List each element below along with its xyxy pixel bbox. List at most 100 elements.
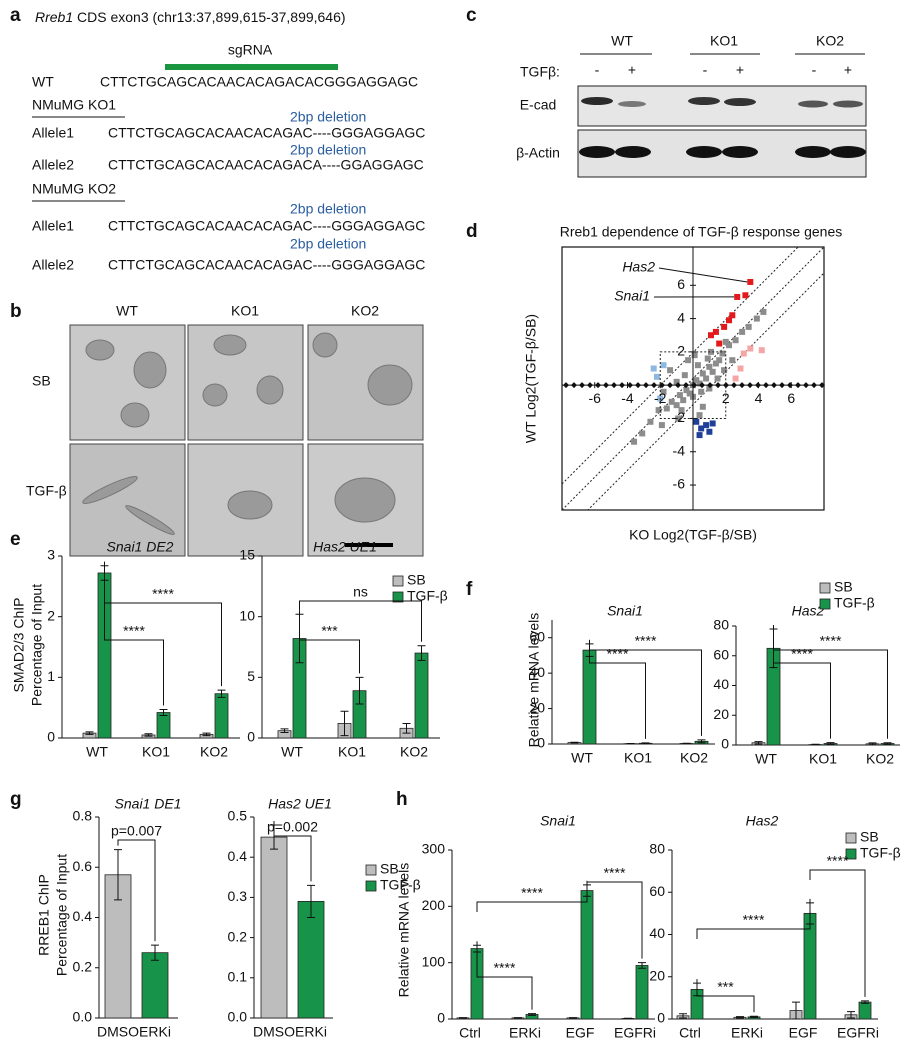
y-tick-label: 0 (537, 735, 545, 751)
treatment-state: + (736, 62, 744, 78)
sequence: CTTCTGCAGCACAACACAGACACGGGAGGAGC (100, 74, 418, 90)
data-point (699, 403, 706, 410)
row-label: SB (32, 373, 51, 389)
axis-diamond (787, 382, 793, 389)
row-label: TGF-β (26, 483, 67, 499)
axis-diamond (571, 382, 577, 389)
y-tick-label: 5 (247, 668, 255, 684)
treatment-state: + (628, 62, 636, 78)
axis-diamond (635, 382, 641, 389)
y-tick-label: 0.6 (73, 858, 93, 874)
x-tick-label: WT (86, 744, 108, 760)
column-label: KO1 (710, 33, 738, 49)
treatment-label: TGFβ: (520, 64, 560, 80)
data-point (703, 375, 710, 382)
error-bar (217, 689, 226, 698)
bar (141, 952, 169, 1019)
data-point (740, 350, 747, 357)
x-tick-label: KO2 (200, 744, 228, 760)
significance-bracket (299, 600, 422, 642)
sequence: CTTCTGCAGCACAACACAGAC----GGGAGGAGC (108, 125, 425, 141)
bar (635, 965, 649, 1020)
data-point (696, 412, 703, 419)
x-tick-label: WT (571, 750, 593, 766)
bar (414, 652, 429, 739)
y-tick-label: 4 (677, 309, 685, 325)
significance-bracket (476, 880, 588, 912)
data-point (732, 375, 739, 382)
data-point (683, 387, 690, 394)
axis-diamond (683, 382, 689, 389)
significance-label: **** (494, 960, 516, 976)
significance-bracket (476, 941, 533, 1010)
data-point (639, 430, 646, 437)
axis-diamond (619, 382, 625, 389)
data-point (686, 390, 693, 397)
x-tick-label: ERKi (509, 1025, 541, 1041)
x-tick-label: WT (281, 744, 303, 760)
data-point (693, 418, 700, 425)
chart-title: Has2 UE1 (313, 539, 377, 555)
axis-diamond (627, 382, 633, 389)
significance-bracket (299, 610, 360, 674)
error-bar (570, 741, 579, 744)
bar (260, 836, 288, 1019)
chart-title: Has2 UE1 (268, 796, 332, 812)
error-bar (750, 1015, 758, 1019)
significance-bracket (809, 869, 866, 997)
legend-label: SB (834, 579, 853, 595)
allele-label: Allele2 (32, 157, 74, 173)
allele-label: Allele1 (32, 125, 74, 141)
significance-label: **** (123, 623, 145, 639)
y-axis-label: WT Log2(TGF-β/SB) (523, 314, 539, 443)
error-bar (159, 708, 168, 717)
y-tick-label: -6 (673, 476, 686, 492)
axis-diamond (771, 382, 777, 389)
x-tick-label: 6 (787, 390, 795, 406)
y-tick-label: 0 (47, 729, 55, 745)
x-tick-label: KO2 (680, 750, 708, 766)
x-tick-label: EGF (789, 1025, 818, 1041)
bar (156, 712, 171, 739)
axis-diamond (803, 382, 809, 389)
significance-bracket (696, 979, 755, 1013)
error-bar (754, 741, 763, 745)
y-tick-label: 10 (239, 607, 255, 623)
legend-swatch (845, 848, 857, 860)
significance-label: **** (820, 633, 842, 649)
y-tick-label: 60 (529, 628, 545, 644)
axis-diamond (731, 382, 737, 389)
panel-letter: c (466, 5, 477, 26)
x-tick-label: DMSO (253, 1024, 295, 1040)
y-tick-label: 0.3 (228, 888, 248, 904)
significance-bracket (589, 639, 646, 739)
data-point (709, 420, 716, 427)
panel-letter: h (396, 789, 408, 810)
threshold-box (659, 351, 727, 419)
data-point (712, 328, 719, 335)
y-tick-label: 300 (422, 841, 446, 857)
significance-label: **** (604, 865, 626, 881)
data-point (663, 405, 670, 412)
sequence-title: Rreb1 CDS exon3 (chr13:37,899,615-37,899… (35, 9, 346, 25)
data-point (732, 337, 739, 344)
error-bar (697, 739, 706, 744)
error-bar (402, 722, 411, 734)
chart-title: Has2 (792, 603, 825, 619)
legend-swatch (365, 864, 377, 876)
error-bar (638, 962, 646, 969)
y-tick-label: 2 (677, 343, 685, 359)
allele-label: Allele2 (32, 257, 74, 273)
column-label: KO2 (816, 33, 844, 49)
data-point (704, 355, 711, 362)
y-axis-label: Relative mRNA levels (526, 613, 542, 748)
deletion-note: 2bp deletion (290, 236, 366, 252)
data-point (685, 357, 692, 364)
y-tick-label: 0.5 (228, 808, 248, 824)
significance-label: **** (791, 646, 813, 662)
data-point (673, 378, 680, 385)
legend-label: SB (860, 829, 879, 845)
y-tick-label: -4 (673, 442, 686, 458)
significance-label: **** (152, 586, 174, 602)
